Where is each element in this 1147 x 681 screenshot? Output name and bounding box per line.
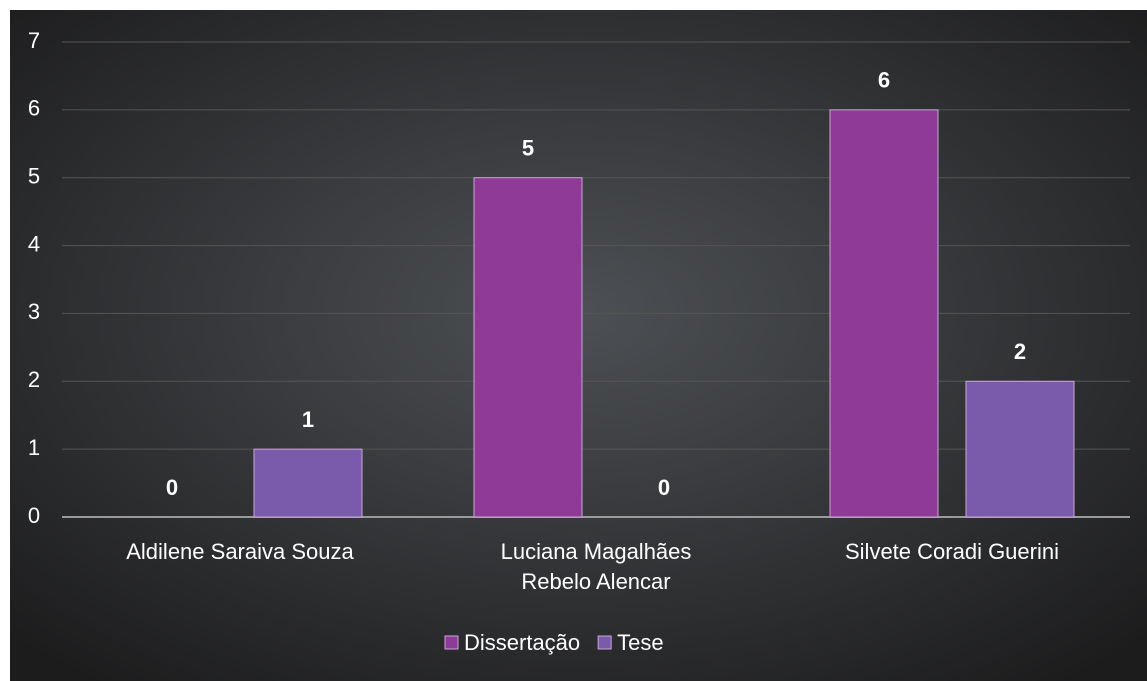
value-label: 6 xyxy=(878,68,890,93)
bar xyxy=(829,109,939,518)
y-tick-label: 1 xyxy=(28,435,40,460)
y-tick-label: 4 xyxy=(28,231,40,256)
legend-label: Dissertação xyxy=(464,630,580,655)
legend-swatch xyxy=(444,635,459,650)
value-label: 1 xyxy=(302,407,314,432)
value-label: 5 xyxy=(522,136,534,161)
bar xyxy=(965,380,1075,518)
legend-label: Tese xyxy=(617,630,663,655)
y-tick-label: 7 xyxy=(28,28,40,53)
y-tick-label: 2 xyxy=(28,367,40,392)
bar xyxy=(473,177,583,518)
x-tick-label: Aldilene Saraiva Souza xyxy=(126,539,354,564)
value-label: 0 xyxy=(658,475,670,500)
bar xyxy=(253,448,363,518)
y-tick-label: 0 xyxy=(28,503,40,528)
value-label: 0 xyxy=(166,475,178,500)
value-label: 2 xyxy=(1014,339,1026,364)
y-tick-label: 6 xyxy=(28,96,40,121)
x-tick-label: Silvete Coradi Guerini xyxy=(845,539,1059,564)
y-tick-label: 5 xyxy=(28,164,40,189)
legend-swatch xyxy=(597,635,612,650)
y-tick-label: 3 xyxy=(28,299,40,324)
x-tick-label: Luciana Magalhães Rebelo Alencar xyxy=(501,539,692,594)
